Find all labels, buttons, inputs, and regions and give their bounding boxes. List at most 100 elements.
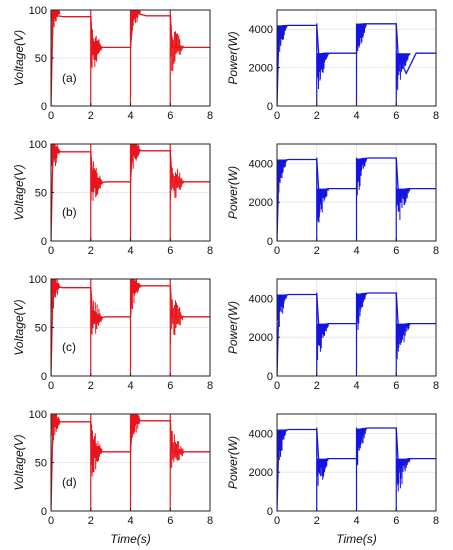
- panel-label: (b): [62, 205, 77, 219]
- transient-oscillation: [277, 159, 288, 193]
- x-tick-label: 2: [314, 245, 320, 257]
- transient-oscillation: [130, 414, 141, 440]
- transient-oscillation: [316, 53, 330, 89]
- y-tick-label: 100: [29, 409, 47, 421]
- x-tick-label: 4: [353, 515, 359, 527]
- transient-oscillation: [396, 458, 411, 492]
- y-tick-label: 2000: [249, 467, 273, 479]
- y-tick-label: 4000: [249, 428, 273, 440]
- y-tick-label: 4000: [249, 24, 273, 36]
- x-tick-label: 6: [167, 245, 173, 257]
- transient-oscillation: [51, 144, 61, 168]
- x-tick-label: 0: [48, 380, 54, 392]
- y-tick-label: 4000: [249, 158, 273, 170]
- y-tick-label: 0: [41, 101, 47, 113]
- y-tick-label: 0: [267, 506, 273, 518]
- y-axis-label: Power(W): [226, 436, 240, 489]
- panel-label: (d): [62, 475, 77, 489]
- y-tick-label: 0: [41, 506, 47, 518]
- series-line: [277, 23, 436, 106]
- panel-a-voltage: 0 2 4 6 8 0 50 100 Voltage(V) (a): [12, 5, 213, 122]
- y-axis-label: Power(W): [226, 301, 240, 354]
- x-tick-label: 2: [88, 110, 94, 122]
- panel-label: (c): [62, 340, 76, 354]
- y-tick-label: 0: [267, 236, 273, 248]
- x-tick-label: 4: [353, 245, 359, 257]
- transient-oscillation: [356, 293, 367, 330]
- x-tick-label: 0: [274, 515, 280, 527]
- x-tick-label: 2: [314, 380, 320, 392]
- x-axis-label: Time(s): [336, 532, 377, 546]
- y-tick-label: 4000: [249, 293, 273, 305]
- panel-a-power: 0 2 4 6 8 0 2000 4000 Power(W): [226, 9, 439, 122]
- x-tick-label: 4: [127, 110, 133, 122]
- x-tick-label: 8: [433, 110, 439, 122]
- transient-oscillation: [356, 158, 367, 196]
- y-axis-label: Voltage(V): [12, 30, 26, 86]
- x-axis-label: Time(s): [110, 532, 151, 546]
- panel-d-power: 0 2 4 6 8 0 2000 4000 Power(W) Time(s): [226, 413, 439, 546]
- transient-oscillation: [277, 294, 288, 327]
- y-tick-label: 0: [41, 371, 47, 383]
- x-tick-label: 8: [207, 245, 213, 257]
- series-group: [51, 279, 210, 376]
- x-tick-label: 2: [314, 515, 320, 527]
- x-tick-label: 6: [167, 110, 173, 122]
- y-tick-label: 50: [35, 188, 47, 200]
- x-tick-label: 8: [433, 380, 439, 392]
- series-group: [277, 23, 436, 106]
- y-axis-label: Voltage(V): [12, 164, 26, 220]
- transient-oscillation: [316, 188, 330, 223]
- x-tick-label: 4: [127, 245, 133, 257]
- x-tick-label: 2: [88, 245, 94, 257]
- transient-oscillation: [396, 323, 411, 360]
- transient-oscillation: [170, 299, 185, 345]
- y-tick-label: 100: [29, 139, 47, 151]
- panel-label: (a): [62, 71, 77, 85]
- x-tick-label: 4: [353, 110, 359, 122]
- x-tick-label: 6: [393, 380, 399, 392]
- x-tick-label: 8: [207, 515, 213, 527]
- panel-c-power: 0 2 4 6 8 0 2000 4000 Power(W): [226, 278, 439, 392]
- series-group: [277, 427, 436, 511]
- transient-oscillation: [90, 29, 104, 69]
- x-tick-label: 0: [274, 380, 280, 392]
- transient-oscillation: [90, 294, 104, 335]
- transient-oscillation: [316, 323, 330, 361]
- y-tick-label: 0: [267, 101, 273, 113]
- y-tick-label: 2000: [249, 63, 273, 75]
- y-tick-label: 0: [41, 236, 47, 248]
- x-tick-label: 0: [274, 245, 280, 257]
- x-tick-label: 0: [48, 110, 54, 122]
- x-tick-label: 4: [127, 380, 133, 392]
- series-group: [51, 144, 210, 241]
- transient-oscillation: [170, 25, 185, 72]
- y-tick-label: 50: [35, 53, 47, 65]
- x-tick-label: 6: [393, 515, 399, 527]
- x-tick-label: 8: [433, 245, 439, 257]
- transient-oscillation: [356, 23, 367, 51]
- panel-b-power: 0 2 4 6 8 0 2000 4000 Power(W): [226, 143, 439, 257]
- x-tick-label: 4: [127, 515, 133, 527]
- x-tick-label: 8: [207, 380, 213, 392]
- series-group: [51, 10, 210, 106]
- x-tick-label: 0: [48, 245, 54, 257]
- transient-oscillation: [277, 429, 288, 461]
- y-axis-label: Voltage(V): [12, 299, 26, 355]
- x-tick-label: 6: [393, 110, 399, 122]
- x-tick-label: 2: [88, 380, 94, 392]
- y-axis-label: Voltage(V): [12, 434, 26, 490]
- transient-oscillation: [396, 53, 411, 91]
- x-tick-label: 2: [88, 515, 94, 527]
- transient-oscillation: [51, 414, 61, 445]
- x-tick-label: 4: [353, 380, 359, 392]
- y-tick-label: 0: [267, 371, 273, 383]
- y-tick-label: 2000: [249, 332, 273, 344]
- x-tick-label: 6: [167, 380, 173, 392]
- series-group: [277, 157, 436, 241]
- x-tick-label: 2: [314, 110, 320, 122]
- x-tick-label: 8: [433, 515, 439, 527]
- x-tick-label: 0: [274, 110, 280, 122]
- series-group: [277, 292, 436, 376]
